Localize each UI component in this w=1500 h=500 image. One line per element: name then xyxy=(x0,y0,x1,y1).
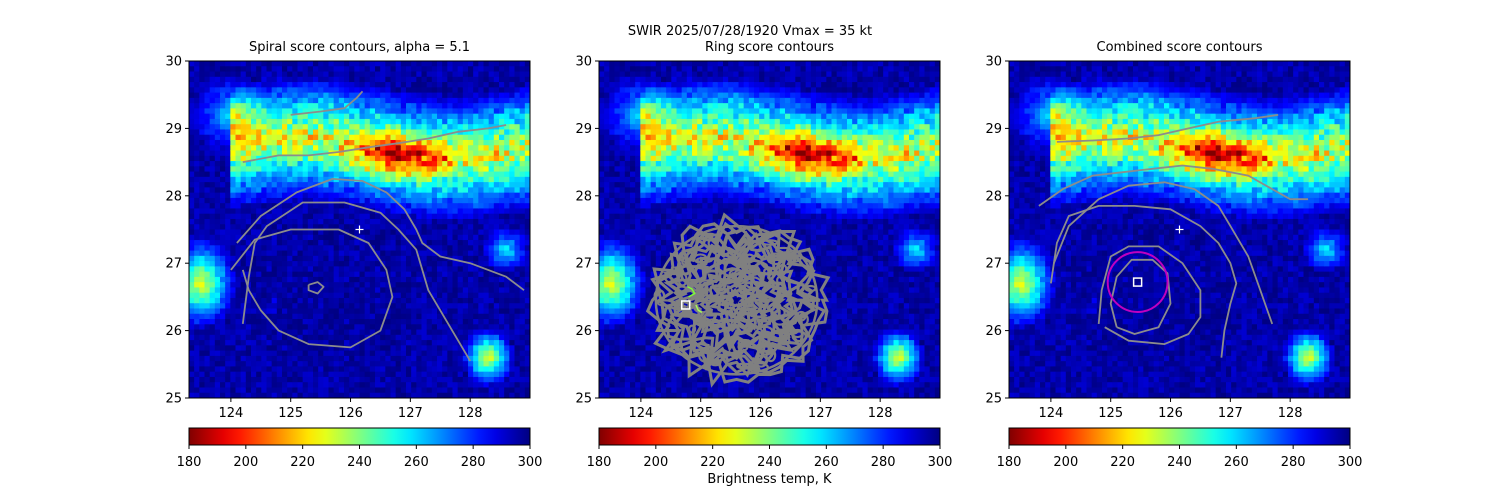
axes-frame xyxy=(188,60,531,399)
panel-title-combined: Combined score contours xyxy=(1096,40,1263,55)
colorbar-tick-label: 280 xyxy=(461,455,486,470)
overlay xyxy=(1038,114,1309,358)
x-tick-label: 128 xyxy=(1278,406,1303,421)
figure-title: SWIR 2025/07/28/1920 Vmax = 35 kt xyxy=(627,24,873,39)
score-contour-band xyxy=(236,178,525,291)
y-tick-label: 27 xyxy=(165,257,182,272)
colorbar-tick-label: 300 xyxy=(1338,455,1363,470)
y-tick-label: 29 xyxy=(985,122,1002,137)
x-tick-label: 127 xyxy=(398,406,423,421)
x-tick-label: 125 xyxy=(688,406,713,421)
score-contour-band xyxy=(1056,114,1279,143)
x-tick-label: 127 xyxy=(1218,406,1243,421)
y-tick-label: 30 xyxy=(165,55,182,70)
y-tick-label: 26 xyxy=(985,324,1002,339)
best-center-marker xyxy=(680,300,691,310)
y-tick-label: 30 xyxy=(575,55,592,70)
score-contour-outer xyxy=(1050,205,1238,358)
y-tick-label: 28 xyxy=(575,189,592,204)
storm-center-marker xyxy=(355,225,364,234)
colorbar-tick-label: 240 xyxy=(757,455,782,470)
y-tick-label: 26 xyxy=(165,324,182,339)
colorbar-tick-label: 280 xyxy=(1281,455,1306,470)
panel-3: 25 26 27 28 29 30 124 125 126 127 128 180 200 220 240 2… xyxy=(985,55,1362,471)
x-tick-label: 125 xyxy=(1098,406,1123,421)
score-contour-band xyxy=(290,90,364,116)
colorbar: 180 200 220 240 260 280 300 xyxy=(997,427,1363,470)
colorbar-tick-label: 200 xyxy=(643,455,668,470)
y-tick-label: 29 xyxy=(575,122,592,137)
colorbar-tick-label: 260 xyxy=(1224,455,1249,470)
storm-center-marker xyxy=(1175,225,1184,234)
y-tick-label: 25 xyxy=(985,392,1002,407)
colorbar-tick-label: 200 xyxy=(1053,455,1078,470)
x-tick-label: 126 xyxy=(748,406,773,421)
colorbar-tick-label: 260 xyxy=(814,455,839,470)
panel-1: 25 26 27 28 29 30 124 125 126 127 128 180 200 220 240 2… xyxy=(165,55,542,471)
y-tick-label: 27 xyxy=(575,257,592,272)
x-tick-label: 124 xyxy=(218,406,243,421)
y-tick-label: 29 xyxy=(165,122,182,137)
y-tick-label: 30 xyxy=(985,55,1002,70)
colorbar-tick-label: 220 xyxy=(700,455,725,470)
x-tick-label: 126 xyxy=(1158,406,1183,421)
best-fit-ring xyxy=(1106,251,1169,313)
x-tick-label: 128 xyxy=(868,406,893,421)
colorbar-tick-label: 220 xyxy=(1110,455,1135,470)
score-contour-middle xyxy=(230,228,394,349)
x-tick-label: 125 xyxy=(278,406,303,421)
colorbar-tick-label: 220 xyxy=(290,455,315,470)
colorbar: 180 200 220 240 260 280 300 xyxy=(587,427,953,470)
x-tick-label: 124 xyxy=(628,406,653,421)
x-tick-label: 128 xyxy=(458,406,483,421)
y-tick-label: 28 xyxy=(985,189,1002,204)
panel-title-ring: Ring score contours xyxy=(704,40,835,55)
overlay xyxy=(645,212,831,388)
colorbar-tick-label: 180 xyxy=(177,455,202,470)
y-tick-label: 25 xyxy=(165,392,182,407)
ring-score-peak-contour xyxy=(687,286,696,298)
x-tick-label: 126 xyxy=(338,406,363,421)
score-contour-outer xyxy=(241,201,471,362)
colorbar-tick-label: 240 xyxy=(347,455,372,470)
panel-title-spiral: Spiral score contours, alpha = 5.1 xyxy=(248,40,471,55)
y-tick-label: 25 xyxy=(575,392,592,407)
axes-frame xyxy=(1008,60,1351,399)
brightness-temperature-image xyxy=(189,61,530,398)
x-tick-label: 124 xyxy=(1038,406,1063,421)
colorbar-tick-label: 260 xyxy=(404,455,429,470)
colorbar-tick-label: 180 xyxy=(587,455,612,470)
y-tick-label: 28 xyxy=(165,189,182,204)
colorbar-tick-label: 300 xyxy=(928,455,953,470)
colorbar-tick-label: 200 xyxy=(233,455,258,470)
best-center-marker xyxy=(1132,277,1143,287)
score-contour-middle xyxy=(1097,245,1202,345)
score-contour-inner xyxy=(307,281,325,295)
axes-frame xyxy=(598,60,941,399)
colorbar-tick-label: 240 xyxy=(1167,455,1192,470)
colorbar-tick-label: 180 xyxy=(997,455,1022,470)
ring-score-peak-contour xyxy=(695,304,703,314)
colorbar-label: Brightness temp, K xyxy=(707,472,832,487)
score-contour-outer xyxy=(1053,181,1274,325)
colorbar: 180 200 220 240 260 280 300 xyxy=(177,427,543,470)
colorbar-tick-label: 280 xyxy=(871,455,896,470)
y-tick-label: 27 xyxy=(985,257,1002,272)
colorbar-tick-label: 300 xyxy=(518,455,543,470)
score-contour-band xyxy=(1038,164,1309,207)
x-tick-label: 127 xyxy=(808,406,833,421)
score-contour-inner xyxy=(1109,258,1172,335)
score-contour-band xyxy=(242,124,507,163)
y-tick-label: 26 xyxy=(575,324,592,339)
panel-2: 25 26 27 28 29 30 124 125 126 127 128 180 200 220 240 2… xyxy=(575,55,952,471)
overlay xyxy=(230,90,525,362)
